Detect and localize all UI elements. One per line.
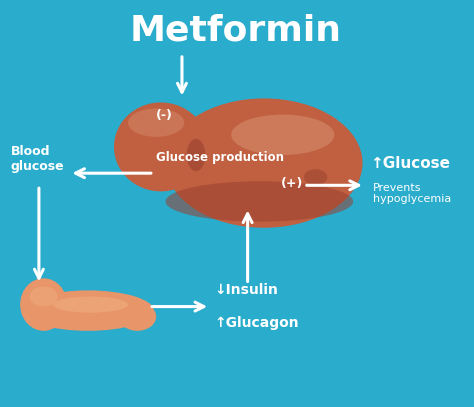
Text: ↑Glucose: ↑Glucose: [370, 155, 449, 171]
Text: Blood
glucose: Blood glucose: [11, 145, 64, 173]
Ellipse shape: [29, 287, 58, 306]
Text: Prevents
hypoglycemia: Prevents hypoglycemia: [374, 183, 452, 204]
Ellipse shape: [231, 115, 334, 155]
Text: Metformin: Metformin: [130, 13, 342, 48]
Ellipse shape: [22, 291, 154, 331]
Text: (+): (+): [281, 177, 303, 190]
Text: (-): (-): [156, 109, 173, 122]
Ellipse shape: [128, 109, 184, 137]
Ellipse shape: [118, 302, 156, 331]
Ellipse shape: [165, 181, 353, 222]
Ellipse shape: [114, 103, 208, 191]
Ellipse shape: [187, 139, 205, 171]
Text: ↓Insulin: ↓Insulin: [215, 283, 279, 298]
Ellipse shape: [165, 98, 363, 228]
Ellipse shape: [53, 296, 128, 313]
Ellipse shape: [304, 169, 328, 185]
Text: ↑Glucagon: ↑Glucagon: [215, 316, 300, 330]
Text: Glucose production: Glucose production: [156, 151, 284, 164]
Ellipse shape: [20, 278, 67, 331]
